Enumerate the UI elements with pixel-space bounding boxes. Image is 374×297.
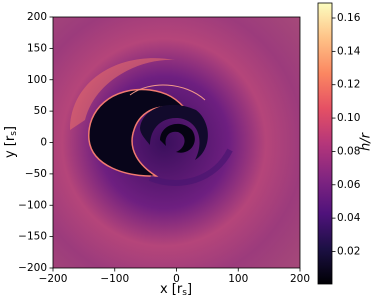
y-tick-label: −150 (18, 231, 47, 243)
x-tick-label: 100 (228, 273, 248, 285)
colorbar-tick-label: 0.02 (337, 245, 360, 257)
x-tick-label: −200 (39, 273, 68, 285)
colorbar-tick-label: 0.14 (337, 45, 361, 57)
colorbar-tick-label: 0.16 (337, 12, 361, 24)
x-tick-label: 0 (173, 273, 180, 285)
y-tick-label: −100 (18, 199, 47, 211)
y-tick-label: 100 (27, 74, 47, 86)
x-tick-label: 200 (290, 273, 310, 285)
colorbar-tick-label: 0.12 (337, 79, 360, 91)
x-tick-label: −100 (100, 273, 129, 285)
y-tick-label: 200 (27, 11, 47, 23)
colorbar-tick-label: 0.08 (337, 145, 360, 157)
colorbar-tick-label: 0.10 (337, 112, 360, 124)
colorbar-tick-label: 0.06 (337, 179, 361, 191)
colorbar-tick-label: 0.04 (337, 212, 361, 224)
x-axis-label: x [rs] (160, 282, 192, 297)
colorbar (317, 2, 333, 285)
y-tick-label: −50 (25, 168, 47, 180)
y-tick-label: 150 (27, 42, 47, 54)
y-axis-label: y [rs] (3, 126, 19, 158)
y-tick-label: 50 (34, 105, 47, 117)
colorbar-label: h/r (359, 131, 374, 151)
y-tick-label: −200 (18, 262, 47, 274)
field-image (53, 17, 300, 268)
y-tick-label: 0 (40, 137, 47, 149)
